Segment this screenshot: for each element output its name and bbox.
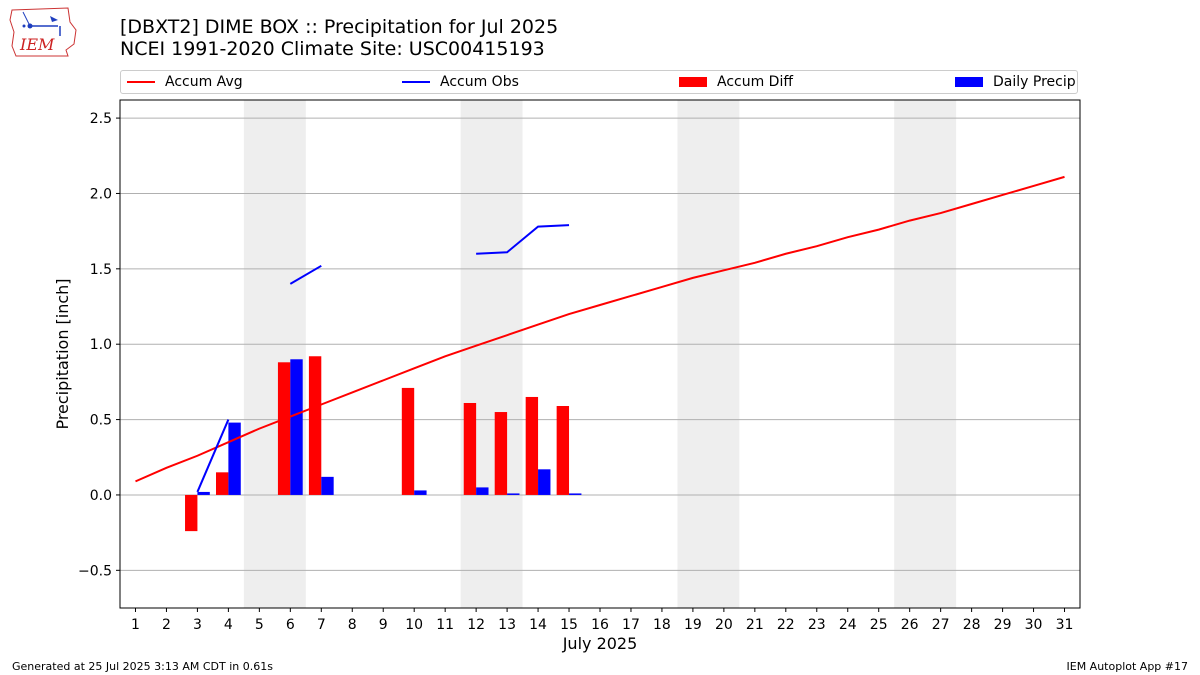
y-tick-label: 1.0	[90, 337, 112, 353]
x-tick-label: 14	[529, 617, 547, 633]
x-axis-label: July 2025	[562, 634, 638, 653]
legend-swatch-accum-avg	[127, 81, 155, 83]
y-tick-label: 2.0	[90, 186, 112, 202]
iem-logo: IEM	[9, 7, 77, 57]
x-tick-label: 5	[255, 617, 264, 633]
accum-diff-bar	[401, 387, 415, 495]
weekend-band	[894, 100, 957, 608]
weekend-band	[460, 100, 523, 608]
weekend-band	[677, 100, 740, 608]
legend-label-accum-avg: Accum Avg	[165, 74, 243, 90]
x-tick-label: 13	[498, 617, 516, 633]
daily-precip-bar	[228, 422, 241, 495]
accum-diff-bar	[556, 406, 570, 495]
generated-timestamp: Generated at 25 Jul 2025 3:13 AM CDT in …	[12, 660, 273, 673]
x-tick-label: 12	[467, 617, 485, 633]
accum-diff-bar	[308, 356, 322, 495]
x-tick-label: 3	[193, 617, 202, 633]
x-tick-label: 27	[932, 617, 950, 633]
x-tick-label: 26	[901, 617, 919, 633]
x-tick-label: 20	[715, 617, 733, 633]
daily-precip-bar	[538, 469, 551, 495]
y-tick-label: 0.0	[90, 488, 112, 504]
legend-swatch-accum-obs	[402, 81, 430, 83]
daily-precip-bar	[290, 359, 303, 495]
x-tick-label: 28	[963, 617, 981, 633]
x-tick-label: 24	[839, 617, 857, 633]
x-tick-label: 6	[286, 617, 295, 633]
x-tick-label: 19	[684, 617, 702, 633]
accum-obs-line	[289, 264, 322, 285]
app-label: IEM Autoplot App #17	[1066, 660, 1189, 673]
legend-swatch-daily-precip	[955, 77, 983, 87]
legend-item-accum-diff: Accum Diff	[679, 74, 793, 90]
x-tick-label: 25	[870, 617, 888, 633]
x-tick-label: 30	[1025, 617, 1043, 633]
x-tick-label: 31	[1056, 617, 1074, 633]
x-tick-label: 29	[994, 617, 1012, 633]
x-tick-label: 10	[405, 617, 423, 633]
legend-label-accum-diff: Accum Diff	[717, 74, 794, 90]
legend-item-accum-obs: Accum Obs	[402, 74, 519, 90]
x-tick-label: 15	[560, 617, 578, 633]
y-tick-label: −0.5	[78, 563, 112, 579]
legend-swatch-accum-diff	[679, 77, 707, 87]
x-tick-label: 1	[131, 617, 140, 633]
x-tick-label: 16	[591, 617, 609, 633]
logo-text: IEM	[19, 35, 55, 54]
y-tick-label: 0.5	[90, 413, 112, 429]
x-tick-label: 21	[746, 617, 764, 633]
daily-precip-bar	[569, 493, 582, 495]
daily-precip-bar	[414, 490, 427, 495]
x-tick-label: 7	[317, 617, 326, 633]
accum-diff-bar	[277, 362, 291, 495]
accum-obs-line	[196, 419, 230, 493]
x-tick-label: 22	[777, 617, 795, 633]
y-axis-label: Precipitation [inch]	[53, 278, 72, 429]
chart-title: [DBXT2] DIME BOX :: Precipitation for Ju…	[120, 16, 559, 38]
y-tick-label: 1.5	[90, 262, 112, 278]
accum-diff-bar	[463, 402, 477, 495]
legend-label-daily-precip: Daily Precip	[993, 74, 1076, 90]
chart-legend: Accum Avg Accum Obs Accum Diff Daily Pre…	[120, 70, 1078, 94]
daily-precip-bar	[321, 476, 334, 495]
legend-item-accum-avg: Accum Avg	[127, 74, 243, 90]
x-tick-label: 4	[224, 617, 233, 633]
daily-precip-bar	[476, 487, 489, 495]
daily-precip-bar	[507, 493, 520, 495]
x-tick-label: 2	[162, 617, 171, 633]
daily-precip-bar	[197, 491, 210, 495]
accum-diff-bar	[185, 494, 198, 532]
x-tick-label: 9	[379, 617, 388, 633]
x-tick-label: 23	[808, 617, 826, 633]
x-tick-label: 8	[348, 617, 357, 633]
x-tick-label: 18	[653, 617, 671, 633]
x-tick-label: 17	[622, 617, 640, 633]
accum-diff-bar	[216, 472, 229, 495]
accum-avg-line	[135, 175, 1065, 483]
x-tick-label: 11	[436, 617, 454, 633]
accum-diff-bar	[494, 412, 508, 495]
chart-subtitle: NCEI 1991-2020 Climate Site: USC00415193	[120, 38, 545, 60]
accum-obs-line	[476, 224, 570, 255]
accum-diff-bar	[525, 396, 539, 495]
weekend-band	[243, 100, 306, 608]
legend-label-accum-obs: Accum Obs	[440, 74, 519, 90]
y-tick-label: 2.5	[90, 111, 112, 127]
legend-item-daily-precip: Daily Precip	[955, 74, 1076, 90]
